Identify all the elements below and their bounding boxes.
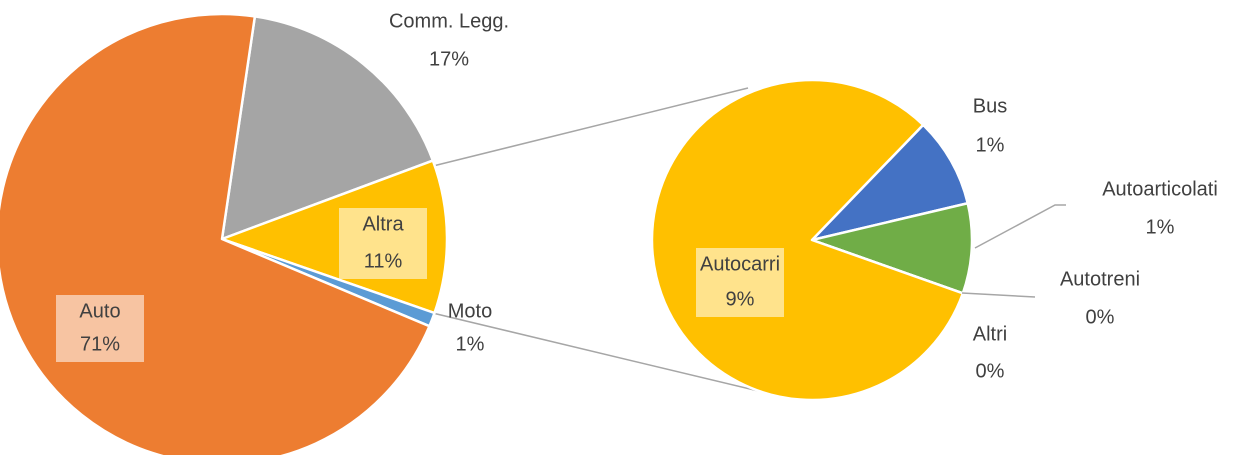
pie-slice: [650, 78, 965, 402]
label-box: [339, 208, 427, 279]
label-box: [56, 295, 144, 362]
pie-slice: [220, 15, 435, 241]
value-label: 71%: [80, 333, 120, 355]
leader-line: [961, 292, 1036, 298]
value-label: 1%: [456, 333, 485, 355]
category-label: Altri: [973, 323, 1007, 345]
value-label: 9%: [726, 288, 755, 310]
category-label: Auto: [79, 300, 120, 322]
value-label: 0%: [976, 360, 1005, 382]
value-label: 0%: [1086, 306, 1115, 328]
category-label: Autotreni: [1060, 268, 1140, 290]
category-label: Comm. Legg.: [389, 10, 509, 32]
category-label: Autoarticolati: [1102, 178, 1218, 200]
value-label: 1%: [976, 134, 1005, 156]
label-box: [696, 248, 784, 317]
leader-line: [974, 204, 1066, 249]
category-label: Moto: [448, 300, 492, 322]
connector-line: [419, 309, 776, 396]
connector-line: [424, 87, 749, 169]
pie-slice: [810, 202, 974, 295]
value-label: 11%: [364, 250, 403, 272]
value-label: 1%: [1146, 216, 1175, 238]
value-label: 17%: [429, 48, 469, 70]
category-label: Bus: [973, 95, 1007, 117]
category-label: Autocarri: [700, 253, 780, 275]
category-label: Altra: [362, 213, 404, 235]
